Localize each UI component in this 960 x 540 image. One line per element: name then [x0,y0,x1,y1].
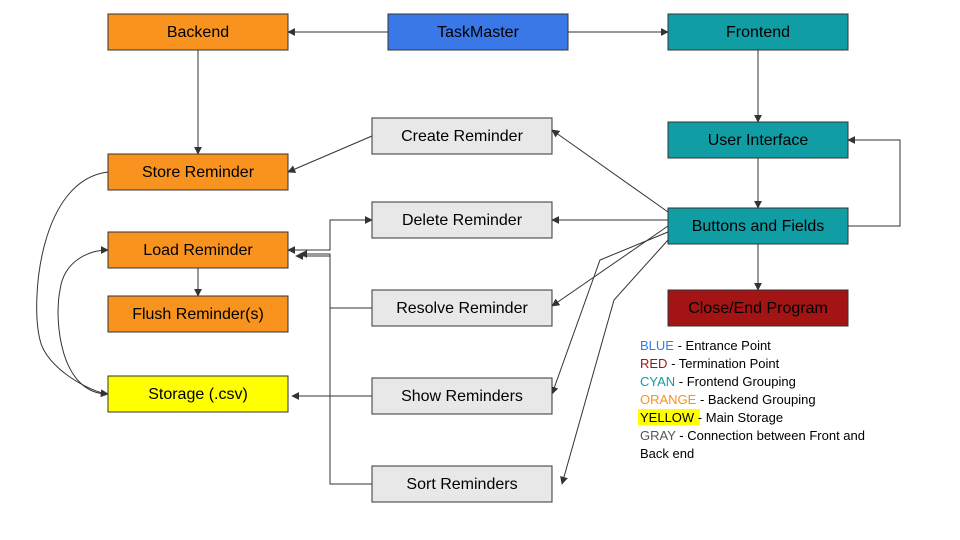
node-label-store: Store Reminder [142,164,255,181]
legend-line-5: GRAY - Connection between Front and [640,428,865,443]
node-label-resolve: Resolve Reminder [396,300,528,317]
node-label-flush: Flush Reminder(s) [132,306,264,323]
node-label-frontend: Frontend [726,24,790,41]
node-close: Close/End Program [668,290,848,326]
node-resolve: Resolve Reminder [372,290,552,326]
edge-10 [288,136,372,172]
node-label-storage: Storage (.csv) [148,386,248,403]
node-label-buttons: Buttons and Fields [692,218,825,235]
node-label-load: Load Reminder [143,242,253,259]
node-label-show: Show Reminders [401,388,523,405]
edge-5 [848,140,900,226]
node-label-delete: Delete Reminder [402,212,523,229]
diagram-canvas: TaskMaster Backend Frontend User Interface B… [0,0,960,540]
edge-16 [288,220,372,250]
node-flush: Flush Reminder(s) [108,296,288,332]
node-delete: Delete Reminder [372,202,552,238]
edge-13 [552,226,668,306]
legend-line-4: YELLOW - Main Storage [640,410,783,425]
legend-line-3: ORANGE - Backend Grouping [640,392,816,407]
node-label-create: Create Reminder [401,128,524,145]
node-label-taskmaster: TaskMaster [437,24,519,41]
edge-18 [296,256,372,396]
edge-8 [37,172,108,394]
node-create: Create Reminder [372,118,552,154]
legend-line-0: BLUE - Entrance Point [640,338,771,353]
node-sort: Sort Reminders [372,466,552,502]
node-ui: User Interface [668,122,848,158]
node-label-sort: Sort Reminders [406,476,517,493]
node-backend: Backend [108,14,288,50]
node-label-close: Close/End Program [688,300,828,317]
node-taskmaster: TaskMaster [388,14,568,50]
edge-9 [58,250,108,394]
node-storage: Storage (.csv) [108,376,288,412]
node-store: Store Reminder [108,154,288,190]
legend: BLUE - Entrance Point RED - Termination P… [638,338,865,461]
node-label-backend: Backend [167,24,229,41]
node-load: Load Reminder [108,232,288,268]
legend-line-6: Back end [640,446,694,461]
legend-line-1: RED - Termination Point [640,356,780,371]
node-buttons: Buttons and Fields [668,208,848,244]
legend-line-2: CYAN - Frontend Grouping [640,374,796,389]
node-frontend: Frontend [668,14,848,50]
edge-19 [292,396,372,484]
edge-11 [552,130,668,212]
node-label-ui: User Interface [708,132,809,149]
edge-17 [300,254,372,308]
node-show: Show Reminders [372,378,552,414]
